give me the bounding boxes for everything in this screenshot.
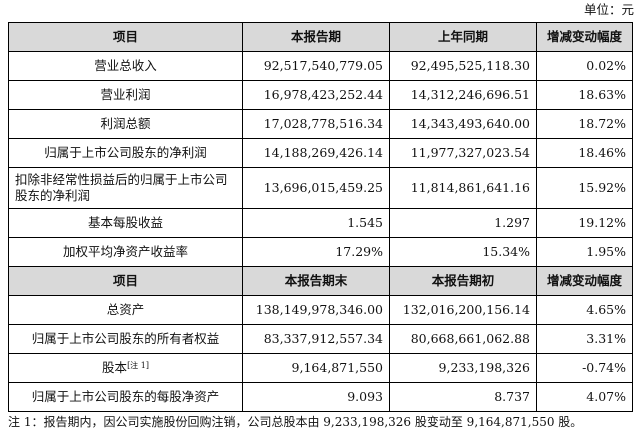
header-item: 项目 — [8, 22, 243, 52]
footnote-marker: [注 1] — [127, 361, 149, 370]
prior-value: 15.34% — [389, 237, 537, 267]
footnote-text: 注 1：报告期内，因公司实施股份回购注销，公司总股本由 9,233,198,32… — [8, 415, 583, 429]
row-label: 利润总额 — [8, 109, 243, 139]
change-value: 4.65% — [536, 295, 633, 325]
prior-value: 8.737 — [389, 382, 537, 412]
row-label: 基本每股收益 — [8, 208, 243, 238]
header-change: 增减变动幅度 — [536, 22, 633, 52]
current-value: 17.29% — [242, 237, 390, 267]
prior-value: 11,977,327,023.54 — [389, 138, 537, 168]
row-label: 扣除非经常性损益后的归属于上市公司股东的净利润 — [8, 167, 243, 209]
table-row: 归属于上市公司股东的所有者权益 83,337,912,557.34 80,668… — [8, 324, 633, 354]
change-value: 4.07% — [536, 382, 633, 412]
row-label: 总资产 — [8, 295, 243, 325]
prior-value: 14,343,493,640.00 — [389, 109, 537, 139]
row-label-with-footnote: 股本[注 1] — [8, 353, 243, 383]
table-row: 归属于上市公司股东的净利润 14,188,269,426.14 11,977,3… — [8, 138, 633, 168]
change-value: 18.72% — [536, 109, 633, 139]
change-value: 0.02% — [536, 51, 633, 81]
current-value: 9,164,871,550 — [242, 353, 390, 383]
table-row: 股本[注 1] 9,164,871,550 9,233,198,326 -0.7… — [8, 353, 633, 383]
change-value: 3.31% — [536, 324, 633, 354]
change-value: -0.74% — [536, 353, 633, 383]
row-label: 归属于上市公司股东的每股净资产 — [8, 382, 243, 412]
prior-value: 11,814,861,641.16 — [389, 167, 537, 209]
change-value: 19.12% — [536, 208, 633, 238]
table-row: 利润总额 17,028,778,516.34 14,343,493,640.00… — [8, 109, 633, 139]
prior-value: 132,016,200,156.14 — [389, 295, 537, 325]
prior-value: 1.297 — [389, 208, 537, 238]
prior-value: 92,495,525,118.30 — [389, 51, 537, 81]
row-label: 加权平均净资产收益率 — [8, 237, 243, 267]
header-prior-period: 上年同期 — [389, 22, 537, 52]
current-value: 16,978,423,252.44 — [242, 80, 390, 110]
row-label: 归属于上市公司股东的净利润 — [8, 138, 243, 168]
header-current-period: 本报告期 — [242, 22, 390, 52]
table-row: 加权平均净资产收益率 17.29% 15.34% 1.95% — [8, 237, 633, 267]
change-value: 18.63% — [536, 80, 633, 110]
header-item: 项目 — [8, 266, 243, 296]
header-change: 增减变动幅度 — [536, 266, 633, 296]
table-header-row: 项目 本报告期 上年同期 增减变动幅度 — [8, 22, 633, 52]
row-label: 营业总收入 — [8, 51, 243, 81]
table-row: 归属于上市公司股东的每股净资产 9.093 8.737 4.07% — [8, 382, 633, 412]
unit-label: 单位：元 — [583, 2, 634, 17]
prior-value: 14,312,246,696.51 — [389, 80, 537, 110]
change-value: 18.46% — [536, 138, 633, 168]
prior-value: 80,668,661,062.88 — [389, 324, 537, 354]
row-label: 股本 — [102, 360, 128, 375]
current-value: 1.545 — [242, 208, 390, 238]
change-value: 1.95% — [536, 237, 633, 267]
current-value: 13,696,015,459.25 — [242, 167, 390, 209]
table-row: 总资产 138,149,978,346.00 132,016,200,156.1… — [8, 295, 633, 325]
prior-value: 9,233,198,326 — [389, 353, 537, 383]
current-value: 9.093 — [242, 382, 390, 412]
table-row: 基本每股收益 1.545 1.297 19.12% — [8, 208, 633, 238]
row-label: 营业利润 — [8, 80, 243, 110]
table-row: 营业总收入 92,517,540,779.05 92,495,525,118.3… — [8, 51, 633, 81]
table-row: 营业利润 16,978,423,252.44 14,312,246,696.51… — [8, 80, 633, 110]
header-period-start: 本报告期初 — [389, 266, 537, 296]
current-value: 83,337,912,557.34 — [242, 324, 390, 354]
change-value: 15.92% — [536, 167, 633, 209]
current-value: 17,028,778,516.34 — [242, 109, 390, 139]
financial-summary-table: 项目 本报告期 上年同期 增减变动幅度 营业总收入 92,517,540,779… — [8, 22, 633, 412]
header-period-end: 本报告期末 — [242, 266, 390, 296]
current-value: 138,149,978,346.00 — [242, 295, 390, 325]
table-header-row: 项目 本报告期末 本报告期初 增减变动幅度 — [8, 266, 633, 296]
table-row: 扣除非经常性损益后的归属于上市公司股东的净利润 13,696,015,459.2… — [8, 167, 633, 209]
current-value: 14,188,269,426.14 — [242, 138, 390, 168]
current-value: 92,517,540,779.05 — [242, 51, 390, 81]
row-label: 归属于上市公司股东的所有者权益 — [8, 324, 243, 354]
